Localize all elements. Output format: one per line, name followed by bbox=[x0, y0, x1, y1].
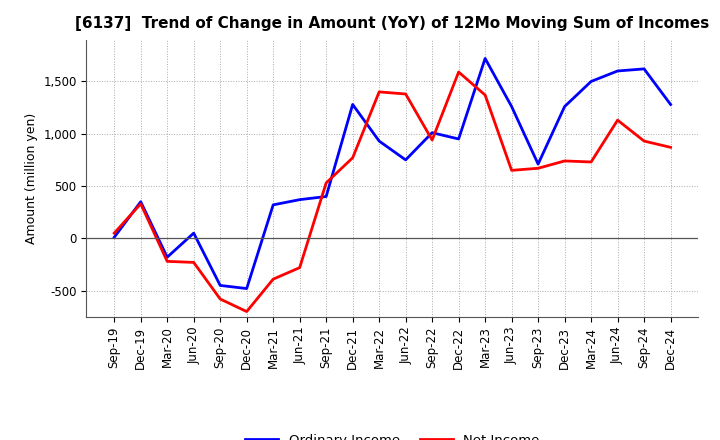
Net Income bbox=[534, 165, 542, 171]
Net Income bbox=[666, 145, 675, 150]
Ordinary Income bbox=[136, 199, 145, 204]
Ordinary Income bbox=[216, 283, 225, 288]
Title: [6137]  Trend of Change in Amount (YoY) of 12Mo Moving Sum of Incomes: [6137] Trend of Change in Amount (YoY) o… bbox=[76, 16, 709, 32]
Legend: Ordinary Income, Net Income: Ordinary Income, Net Income bbox=[240, 429, 545, 440]
Ordinary Income bbox=[295, 197, 304, 202]
Net Income bbox=[613, 117, 622, 123]
Net Income bbox=[401, 92, 410, 97]
Ordinary Income bbox=[243, 286, 251, 291]
Net Income bbox=[454, 70, 463, 75]
Ordinary Income bbox=[481, 56, 490, 61]
Net Income bbox=[322, 180, 330, 186]
Net Income bbox=[560, 158, 569, 164]
Net Income bbox=[189, 260, 198, 265]
Ordinary Income bbox=[560, 104, 569, 109]
Net Income bbox=[640, 139, 649, 144]
Y-axis label: Amount (million yen): Amount (million yen) bbox=[24, 113, 37, 244]
Ordinary Income bbox=[110, 235, 119, 240]
Net Income bbox=[269, 276, 277, 282]
Ordinary Income bbox=[613, 68, 622, 73]
Ordinary Income bbox=[322, 194, 330, 199]
Ordinary Income bbox=[269, 202, 277, 208]
Net Income bbox=[481, 92, 490, 98]
Net Income bbox=[136, 201, 145, 206]
Ordinary Income bbox=[428, 130, 436, 136]
Net Income bbox=[428, 137, 436, 143]
Net Income bbox=[295, 265, 304, 270]
Net Income bbox=[216, 297, 225, 302]
Net Income bbox=[348, 155, 357, 161]
Ordinary Income bbox=[348, 102, 357, 107]
Ordinary Income bbox=[454, 136, 463, 142]
Ordinary Income bbox=[508, 104, 516, 109]
Ordinary Income bbox=[666, 102, 675, 107]
Ordinary Income bbox=[401, 157, 410, 162]
Net Income bbox=[508, 168, 516, 173]
Ordinary Income bbox=[640, 66, 649, 72]
Line: Ordinary Income: Ordinary Income bbox=[114, 59, 670, 289]
Ordinary Income bbox=[189, 231, 198, 236]
Line: Net Income: Net Income bbox=[114, 72, 670, 312]
Net Income bbox=[110, 231, 119, 236]
Net Income bbox=[163, 259, 171, 264]
Ordinary Income bbox=[163, 254, 171, 260]
Net Income bbox=[587, 159, 595, 165]
Ordinary Income bbox=[534, 161, 542, 167]
Net Income bbox=[375, 89, 384, 95]
Ordinary Income bbox=[587, 79, 595, 84]
Net Income bbox=[243, 309, 251, 314]
Ordinary Income bbox=[375, 139, 384, 144]
